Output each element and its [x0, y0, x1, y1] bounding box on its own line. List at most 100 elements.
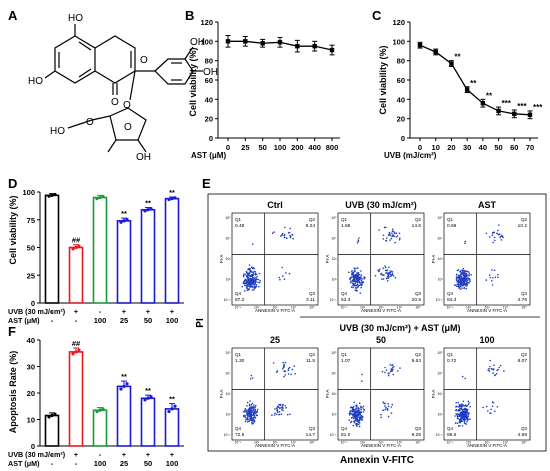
event-dot	[284, 226, 286, 229]
panel-letter-b: B	[185, 8, 194, 23]
replicate-dot	[122, 384, 126, 388]
data-point	[243, 39, 248, 44]
atom-label: OH	[203, 67, 218, 78]
event-dot	[465, 272, 468, 275]
event-dot	[468, 412, 470, 414]
replicate-dot	[47, 415, 51, 419]
event-dot	[253, 422, 255, 424]
event-dot	[496, 406, 499, 408]
y-tick-label: 20	[205, 115, 213, 124]
event-dot	[250, 419, 253, 421]
event-dot	[281, 232, 284, 235]
event-dot	[352, 286, 355, 289]
y-tick-label: 25	[27, 271, 35, 280]
event-dot	[468, 272, 471, 275]
event-dot	[358, 237, 360, 239]
event-dot	[283, 370, 285, 373]
event-dot	[360, 274, 363, 276]
event-dot	[250, 414, 253, 417]
event-dot	[276, 413, 278, 416]
treatment-value: +	[122, 307, 127, 316]
event-dot	[251, 289, 254, 291]
event-dot	[359, 407, 362, 409]
flow-x-tick: 10⁴	[503, 441, 509, 445]
flow-y-tick: 10⁵	[331, 216, 337, 220]
event-dot	[242, 410, 245, 413]
event-dot	[255, 404, 257, 407]
event-dot	[353, 410, 356, 412]
flow-x-tick: 10³	[485, 306, 491, 310]
significance-mark: **	[169, 395, 175, 404]
event-dot	[499, 236, 501, 239]
event-dot	[252, 412, 255, 415]
quadrant-label: Q2	[415, 217, 422, 222]
event-dot	[353, 414, 356, 417]
event-dot	[356, 280, 359, 283]
event-dot	[456, 422, 459, 425]
event-dot	[465, 423, 467, 425]
event-dot	[358, 417, 361, 420]
event-dot	[358, 280, 361, 283]
event-dot	[352, 275, 355, 278]
event-dot	[358, 410, 360, 412]
event-dot	[272, 362, 275, 364]
event-dot	[457, 275, 460, 278]
x-tick-label: 70	[526, 143, 534, 152]
event-dot	[254, 278, 257, 281]
event-dot	[500, 239, 503, 241]
event-dot	[359, 277, 362, 279]
event-dot	[491, 368, 493, 371]
event-dot	[497, 273, 499, 276]
event-dot	[384, 366, 386, 369]
event-dot	[461, 284, 463, 287]
flow-x-tick: 10⁻¹	[235, 306, 243, 310]
event-dot	[281, 408, 283, 411]
replicate-dot	[173, 404, 177, 408]
treatment-row-label: UVB (30 mJ/cm²)	[8, 307, 66, 316]
x-tick-label: 50	[494, 143, 502, 152]
event-dot	[460, 417, 462, 419]
event-dot	[489, 276, 491, 279]
event-dot	[282, 407, 284, 410]
flow-x-tick: 10²	[360, 441, 366, 445]
replicate-dot	[146, 208, 150, 212]
event-dot	[491, 269, 493, 271]
group-header: UVB (30 mJ/cm²) + AST (μM)	[340, 323, 461, 333]
event-dot	[458, 414, 460, 416]
event-dot	[249, 378, 252, 380]
event-dot	[457, 413, 459, 415]
event-dot	[386, 237, 388, 239]
flow-plot-title: 25	[270, 335, 280, 345]
event-dot	[361, 419, 364, 421]
event-dot	[454, 284, 456, 287]
event-dot	[246, 405, 248, 407]
event-dot	[255, 414, 258, 417]
y-tick-label: 40	[397, 95, 405, 104]
flow-x-axis-label: ANNEXIN V FITC-A	[467, 308, 507, 313]
event-dot	[387, 372, 390, 375]
event-dot	[285, 272, 287, 274]
series-line	[419, 44, 531, 116]
bar	[68, 351, 84, 447]
event-dot	[493, 374, 496, 377]
flow-y-tick: 10³	[332, 257, 338, 261]
x-tick-label: 40	[479, 143, 487, 152]
flow-x-tick: 10³	[485, 441, 491, 445]
event-dot	[249, 408, 252, 410]
event-dot	[358, 413, 361, 416]
event-dot	[280, 413, 283, 416]
event-dot	[468, 278, 471, 280]
y-tick-label: 80	[397, 57, 405, 66]
event-dot	[255, 283, 258, 286]
event-dot	[349, 414, 351, 416]
event-dot	[355, 404, 358, 406]
treatment-value: -	[99, 450, 102, 459]
event-dot	[243, 290, 246, 292]
flow-y-tick: 10⁴	[437, 372, 443, 376]
event-dot	[362, 411, 365, 413]
event-dot	[461, 271, 464, 273]
event-dot	[361, 280, 364, 283]
flow-y-tick: 10⁻¹	[224, 298, 232, 302]
event-dot	[255, 276, 257, 279]
